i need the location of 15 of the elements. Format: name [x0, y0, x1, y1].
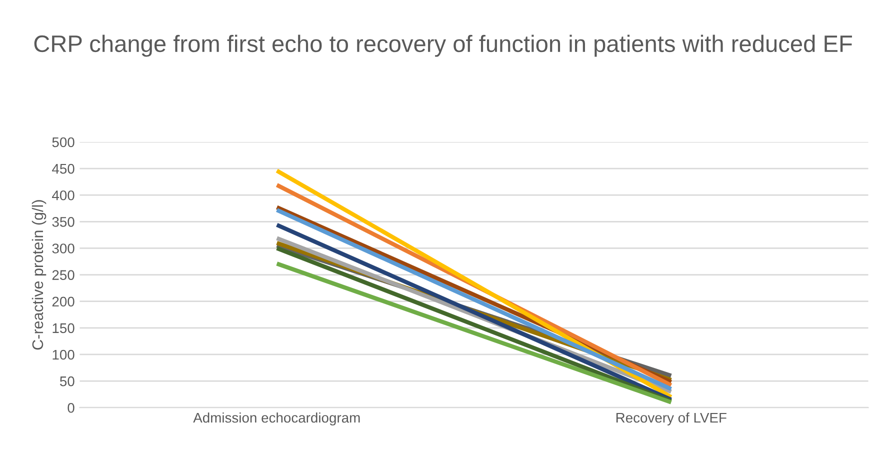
y-tick-label: 0 — [68, 402, 74, 413]
y-tick-label: 450 — [52, 164, 74, 174]
y-tick-label: 350 — [52, 217, 74, 227]
x-tick-label: Admission echocardiogram — [193, 412, 360, 426]
x-tick-label: Recovery of LVEF — [616, 412, 726, 426]
y-tick-label: 150 — [52, 323, 74, 334]
y-tick-label: 200 — [52, 296, 74, 307]
y-tick-label: 400 — [52, 190, 74, 200]
y-tick-label: 500 — [52, 137, 74, 148]
y-axis-title: C-reactive protein (g/l) — [32, 200, 46, 350]
chart-title: CRP change from first echo to recovery of function in patients with reduced EF — [34, 34, 852, 57]
y-tick-label: 250 — [52, 270, 74, 280]
y-tick-label: 300 — [52, 244, 74, 254]
y-tick-label: 50 — [60, 376, 74, 386]
y-tick-label: 100 — [52, 350, 74, 360]
